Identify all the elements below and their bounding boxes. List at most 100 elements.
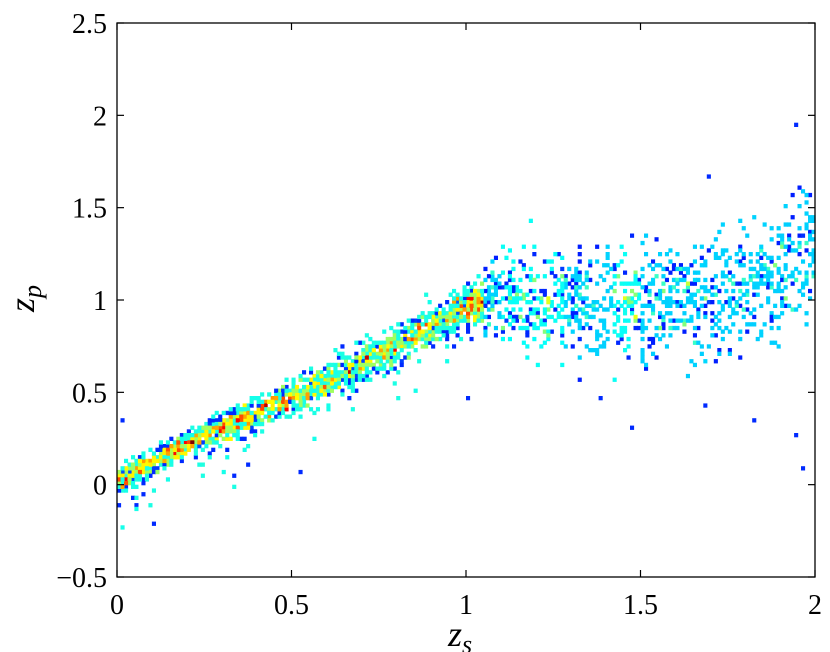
density-cell [378, 351, 383, 356]
density-cell [633, 274, 638, 279]
density-cell [235, 433, 240, 438]
density-cell [319, 388, 324, 393]
density-cell [260, 403, 265, 408]
density-cell [658, 314, 663, 320]
density-cell [183, 436, 188, 441]
density-cell [473, 314, 478, 320]
density-cell [260, 407, 265, 412]
density-cell [204, 436, 209, 441]
density-cell [797, 252, 802, 257]
density-cell [671, 325, 676, 331]
density-cell [542, 318, 547, 323]
density-cell [371, 351, 376, 356]
density-cell [808, 215, 813, 220]
density-cell [776, 325, 781, 331]
density-cell [403, 329, 408, 334]
density-cell [232, 418, 237, 423]
density-cell [570, 300, 575, 305]
density-cell [249, 414, 254, 419]
density-cell [200, 429, 205, 434]
density-cell [438, 336, 443, 342]
density-cell [127, 477, 132, 482]
density-cell [811, 259, 816, 264]
density-cell [406, 340, 411, 345]
density-cell [469, 292, 474, 297]
density-cell [598, 344, 603, 349]
density-cell [532, 252, 537, 257]
density-cell [242, 447, 247, 452]
density-cell [528, 288, 533, 294]
density-cell [766, 274, 771, 279]
y-tick-label: −0.5 [56, 563, 107, 594]
density-cell [668, 296, 673, 301]
density-cell [291, 403, 296, 408]
density-cell [696, 340, 701, 345]
density-cell [581, 281, 586, 286]
y-axis-ticks: −0.500.511.522.5 [56, 9, 815, 594]
density-cell [270, 403, 275, 408]
density-cell [392, 340, 397, 345]
density-cell [570, 274, 575, 279]
density-cell [267, 418, 272, 423]
density-cell [322, 366, 327, 371]
density-cell [682, 329, 687, 334]
density-cell [315, 384, 320, 390]
density-cell [699, 255, 704, 260]
density-cell [326, 370, 331, 375]
density-cell [528, 218, 533, 223]
density-cell [654, 292, 659, 297]
density-cell [120, 469, 125, 475]
density-cell [668, 325, 673, 331]
density-cell [284, 392, 289, 397]
density-cell [179, 455, 184, 460]
density-cell [371, 366, 376, 371]
density-cell [675, 266, 680, 272]
density-cell [469, 307, 474, 312]
density-cell [186, 440, 191, 445]
density-cell [619, 303, 624, 308]
density-cell [762, 266, 767, 272]
density-cell [312, 377, 317, 382]
density-cell [759, 303, 764, 308]
density-cell [190, 440, 195, 445]
density-cell [354, 370, 359, 375]
density-cell [706, 288, 711, 294]
density-cell [256, 407, 261, 412]
density-cell [762, 263, 767, 268]
density-cell [399, 329, 404, 334]
density-cell [584, 274, 589, 279]
density-cell [692, 292, 697, 297]
density-cell [717, 348, 722, 353]
density-cell [654, 237, 659, 242]
density-cell [434, 307, 439, 312]
density-cell [455, 296, 460, 301]
density-cell [745, 233, 750, 238]
y-tick-label: 1 [93, 286, 107, 317]
density-cell [225, 418, 230, 423]
density-cell [567, 281, 572, 286]
density-cell [574, 274, 579, 279]
density-cell [623, 281, 628, 286]
density-cell [801, 233, 806, 238]
density-cell [612, 274, 617, 279]
density-cell [207, 440, 212, 445]
density-cell [455, 314, 460, 320]
density-cell [647, 288, 652, 294]
density-cell [445, 329, 450, 334]
density-cell [309, 407, 314, 412]
density-cell [378, 340, 383, 345]
density-cell [661, 322, 666, 327]
density-cell [532, 288, 537, 294]
density-cell [417, 329, 422, 334]
density-cell [703, 296, 708, 301]
density-cell [626, 336, 631, 342]
density-cell [525, 329, 530, 334]
density-cell [696, 311, 701, 316]
density-cell [769, 237, 774, 242]
density-cell [378, 359, 383, 364]
density-cell [727, 351, 732, 356]
density-cell [315, 388, 320, 393]
density-cell [214, 410, 219, 416]
density-cell [804, 277, 809, 283]
density-cell [214, 429, 219, 434]
